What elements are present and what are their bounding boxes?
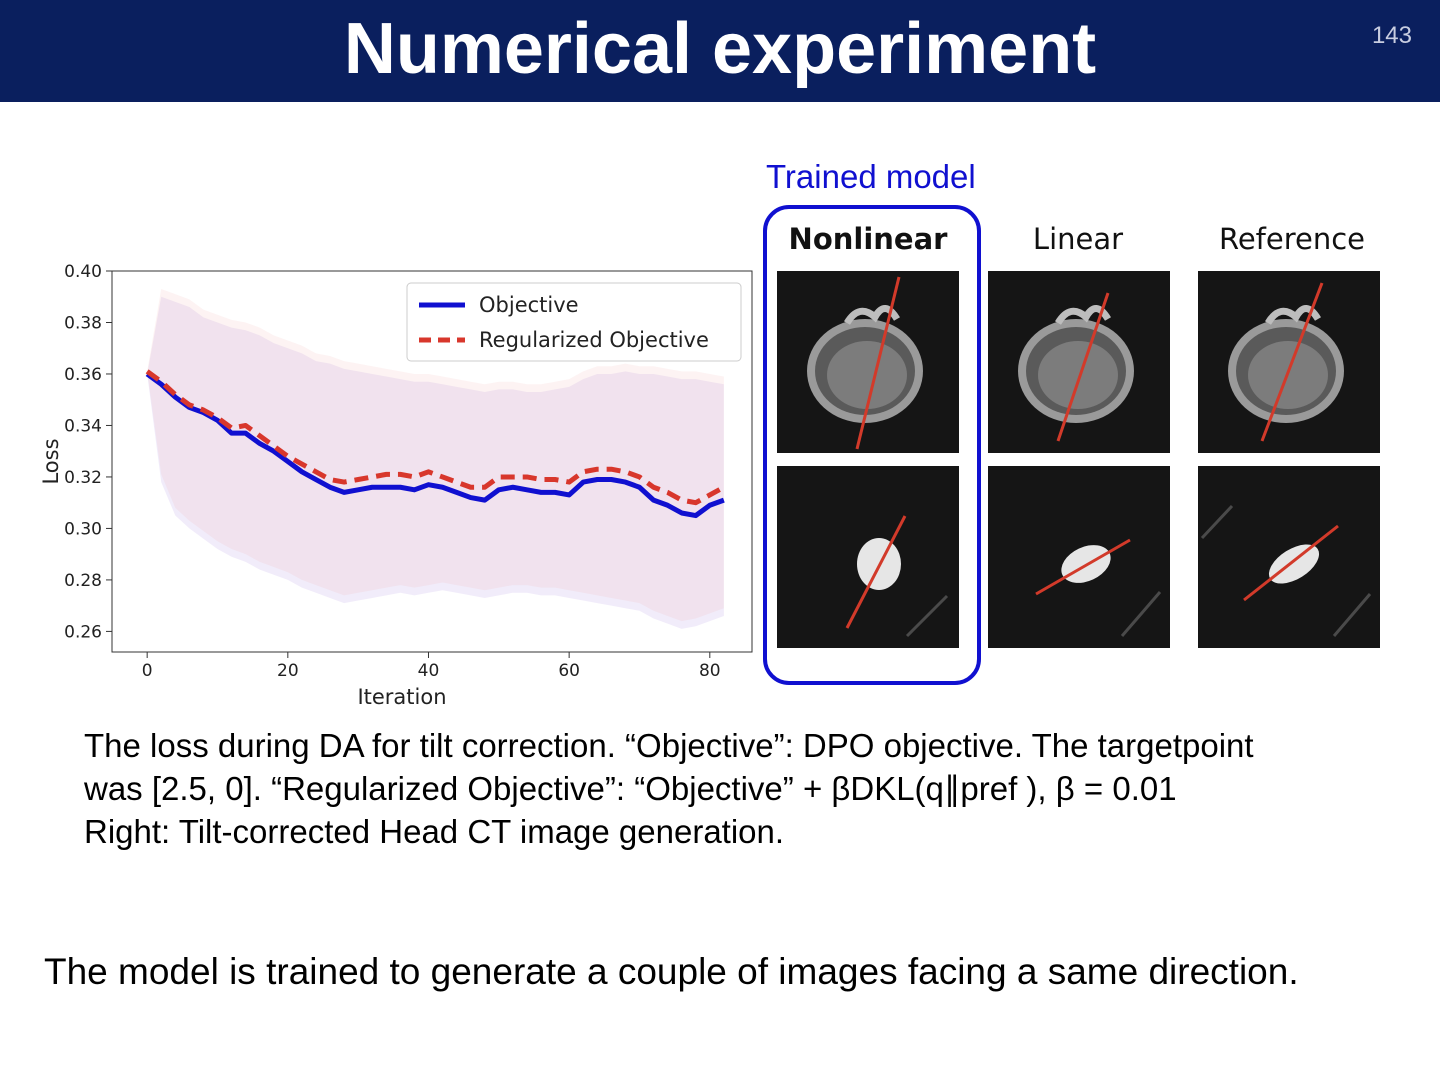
x-tick-label-4: 80	[699, 661, 721, 681]
slide-title: Numerical experiment	[343, 9, 1097, 89]
x-tick-label-2: 40	[418, 661, 440, 681]
loss-chart: 0 20 40 60 80 0.26 0.28 0.30 0.32 0.34 0.36 0.38 0.4…	[39, 262, 753, 705]
ct-image-linear-bottom	[988, 466, 1170, 648]
series-line-1	[145, 369, 726, 506]
y-tick-label-4: 0.34	[64, 416, 102, 436]
y-tick-label-7: 0.40	[64, 262, 102, 282]
figure-caption: The loss during DA for tilt correction. …	[84, 724, 1404, 853]
legend-label-1: Regularized Objective	[479, 328, 709, 352]
legend-box	[406, 282, 742, 362]
plot-frame	[111, 270, 753, 653]
caption-line-2: was [2.5, 0]. “Regularized Objective”: “…	[84, 770, 1177, 807]
trained-model-label: Trained model	[766, 158, 976, 195]
caption-line-3: Right: Tilt-corrected Head CT image gene…	[84, 813, 785, 850]
series-line-0	[145, 371, 725, 519]
x-tick-label-3: 60	[558, 661, 580, 681]
x-axis-label: Iteration	[357, 685, 446, 705]
page-number: 143	[1371, 22, 1412, 49]
y-tick-label-0: 0.26	[64, 622, 102, 642]
ct-image-reference-top	[1198, 271, 1380, 453]
conclusion-text: The model is trained to generate a coupl…	[44, 951, 1299, 992]
ct-image-nonlinear-bottom	[777, 466, 959, 648]
series-band-0	[147, 296, 724, 629]
y-tick-label-2: 0.30	[64, 519, 102, 539]
y-tick-label-3: 0.32	[64, 468, 102, 488]
caption-line-1: The loss during DA for tilt correction. …	[84, 727, 1254, 764]
y-tick-label-6: 0.38	[64, 313, 102, 333]
y-tick-label-1: 0.28	[64, 571, 102, 591]
x-tick-label-1: 20	[277, 661, 299, 681]
column-label-reference: Reference	[1218, 222, 1366, 256]
legend-label-0: Objective	[479, 293, 579, 317]
ct-image-linear-top	[988, 271, 1170, 453]
ct-image-reference-bottom	[1198, 466, 1380, 648]
y-axis-label: Loss	[39, 438, 63, 484]
series-band-1	[147, 289, 724, 622]
column-label-nonlinear: Nonlinear	[788, 222, 948, 256]
column-label-linear: Linear	[1032, 222, 1124, 256]
y-tick-label-5: 0.36	[64, 365, 102, 385]
slide-header: Numerical experiment 143	[0, 0, 1440, 102]
trained-model-highlight-box	[763, 205, 981, 685]
x-tick-label-0: 0	[142, 661, 153, 681]
ct-image-nonlinear-top	[777, 271, 959, 453]
